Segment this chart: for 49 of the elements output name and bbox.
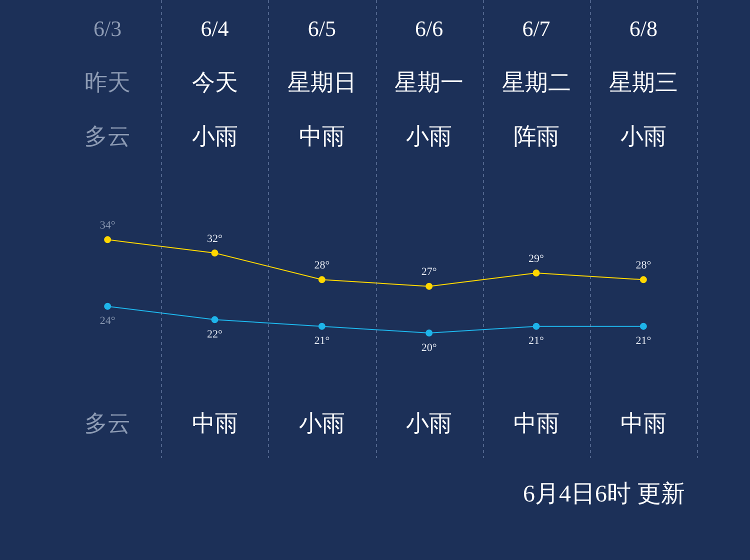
text: 小雨 (620, 124, 666, 150)
text: 星期一 (394, 70, 464, 96)
point (532, 322, 540, 330)
x-tick-label: 6/5 (308, 16, 336, 41)
x-tick-label: 6/6 (415, 16, 444, 41)
data-label: 21° (528, 335, 544, 348)
point (640, 276, 647, 284)
text: 星期三 (608, 70, 678, 96)
point (640, 322, 647, 330)
text: 今天 (192, 70, 238, 96)
data-label: 32° (207, 232, 222, 245)
text: 中雨 (298, 124, 345, 150)
text: 小雨 (298, 411, 345, 436)
data-label: 27° (421, 266, 437, 278)
data-label: 28° (636, 260, 652, 272)
point (211, 250, 218, 256)
data-label: 34° (100, 220, 116, 232)
point (426, 330, 433, 336)
data-label: 28° (314, 260, 330, 272)
data-label: 22° (207, 328, 222, 341)
text: 中雨 (192, 411, 238, 436)
point (318, 322, 326, 330)
text: 多云 (84, 411, 131, 436)
text: 昨天 (84, 70, 131, 96)
x-tick-label: 6/8 (629, 16, 658, 41)
point (104, 236, 112, 244)
data-label: 29° (528, 252, 544, 265)
data-label: 20° (421, 342, 437, 354)
text: 小雨 (406, 124, 452, 150)
text: 中雨 (513, 411, 560, 436)
text: 6月4日6时 更新 (523, 480, 685, 508)
data-label: 21° (314, 335, 330, 348)
point (532, 270, 540, 276)
point (426, 282, 433, 290)
x-tick-label: 6/4 (200, 16, 229, 41)
text: 星期二 (502, 70, 571, 96)
text: 中雨 (620, 411, 666, 436)
text: 多云 (84, 124, 131, 150)
text: 小雨 (406, 411, 452, 436)
point (211, 316, 218, 324)
x-tick-label: 6/7 (522, 16, 550, 41)
text: 星期日 (287, 70, 356, 96)
data-label: 24° (100, 315, 116, 328)
point (104, 302, 112, 310)
x-tick-label: 6/3 (94, 16, 122, 41)
data-label: 21° (636, 335, 652, 348)
text: 小雨 (192, 124, 238, 150)
text: 阵雨 (513, 124, 560, 150)
point (318, 276, 326, 284)
